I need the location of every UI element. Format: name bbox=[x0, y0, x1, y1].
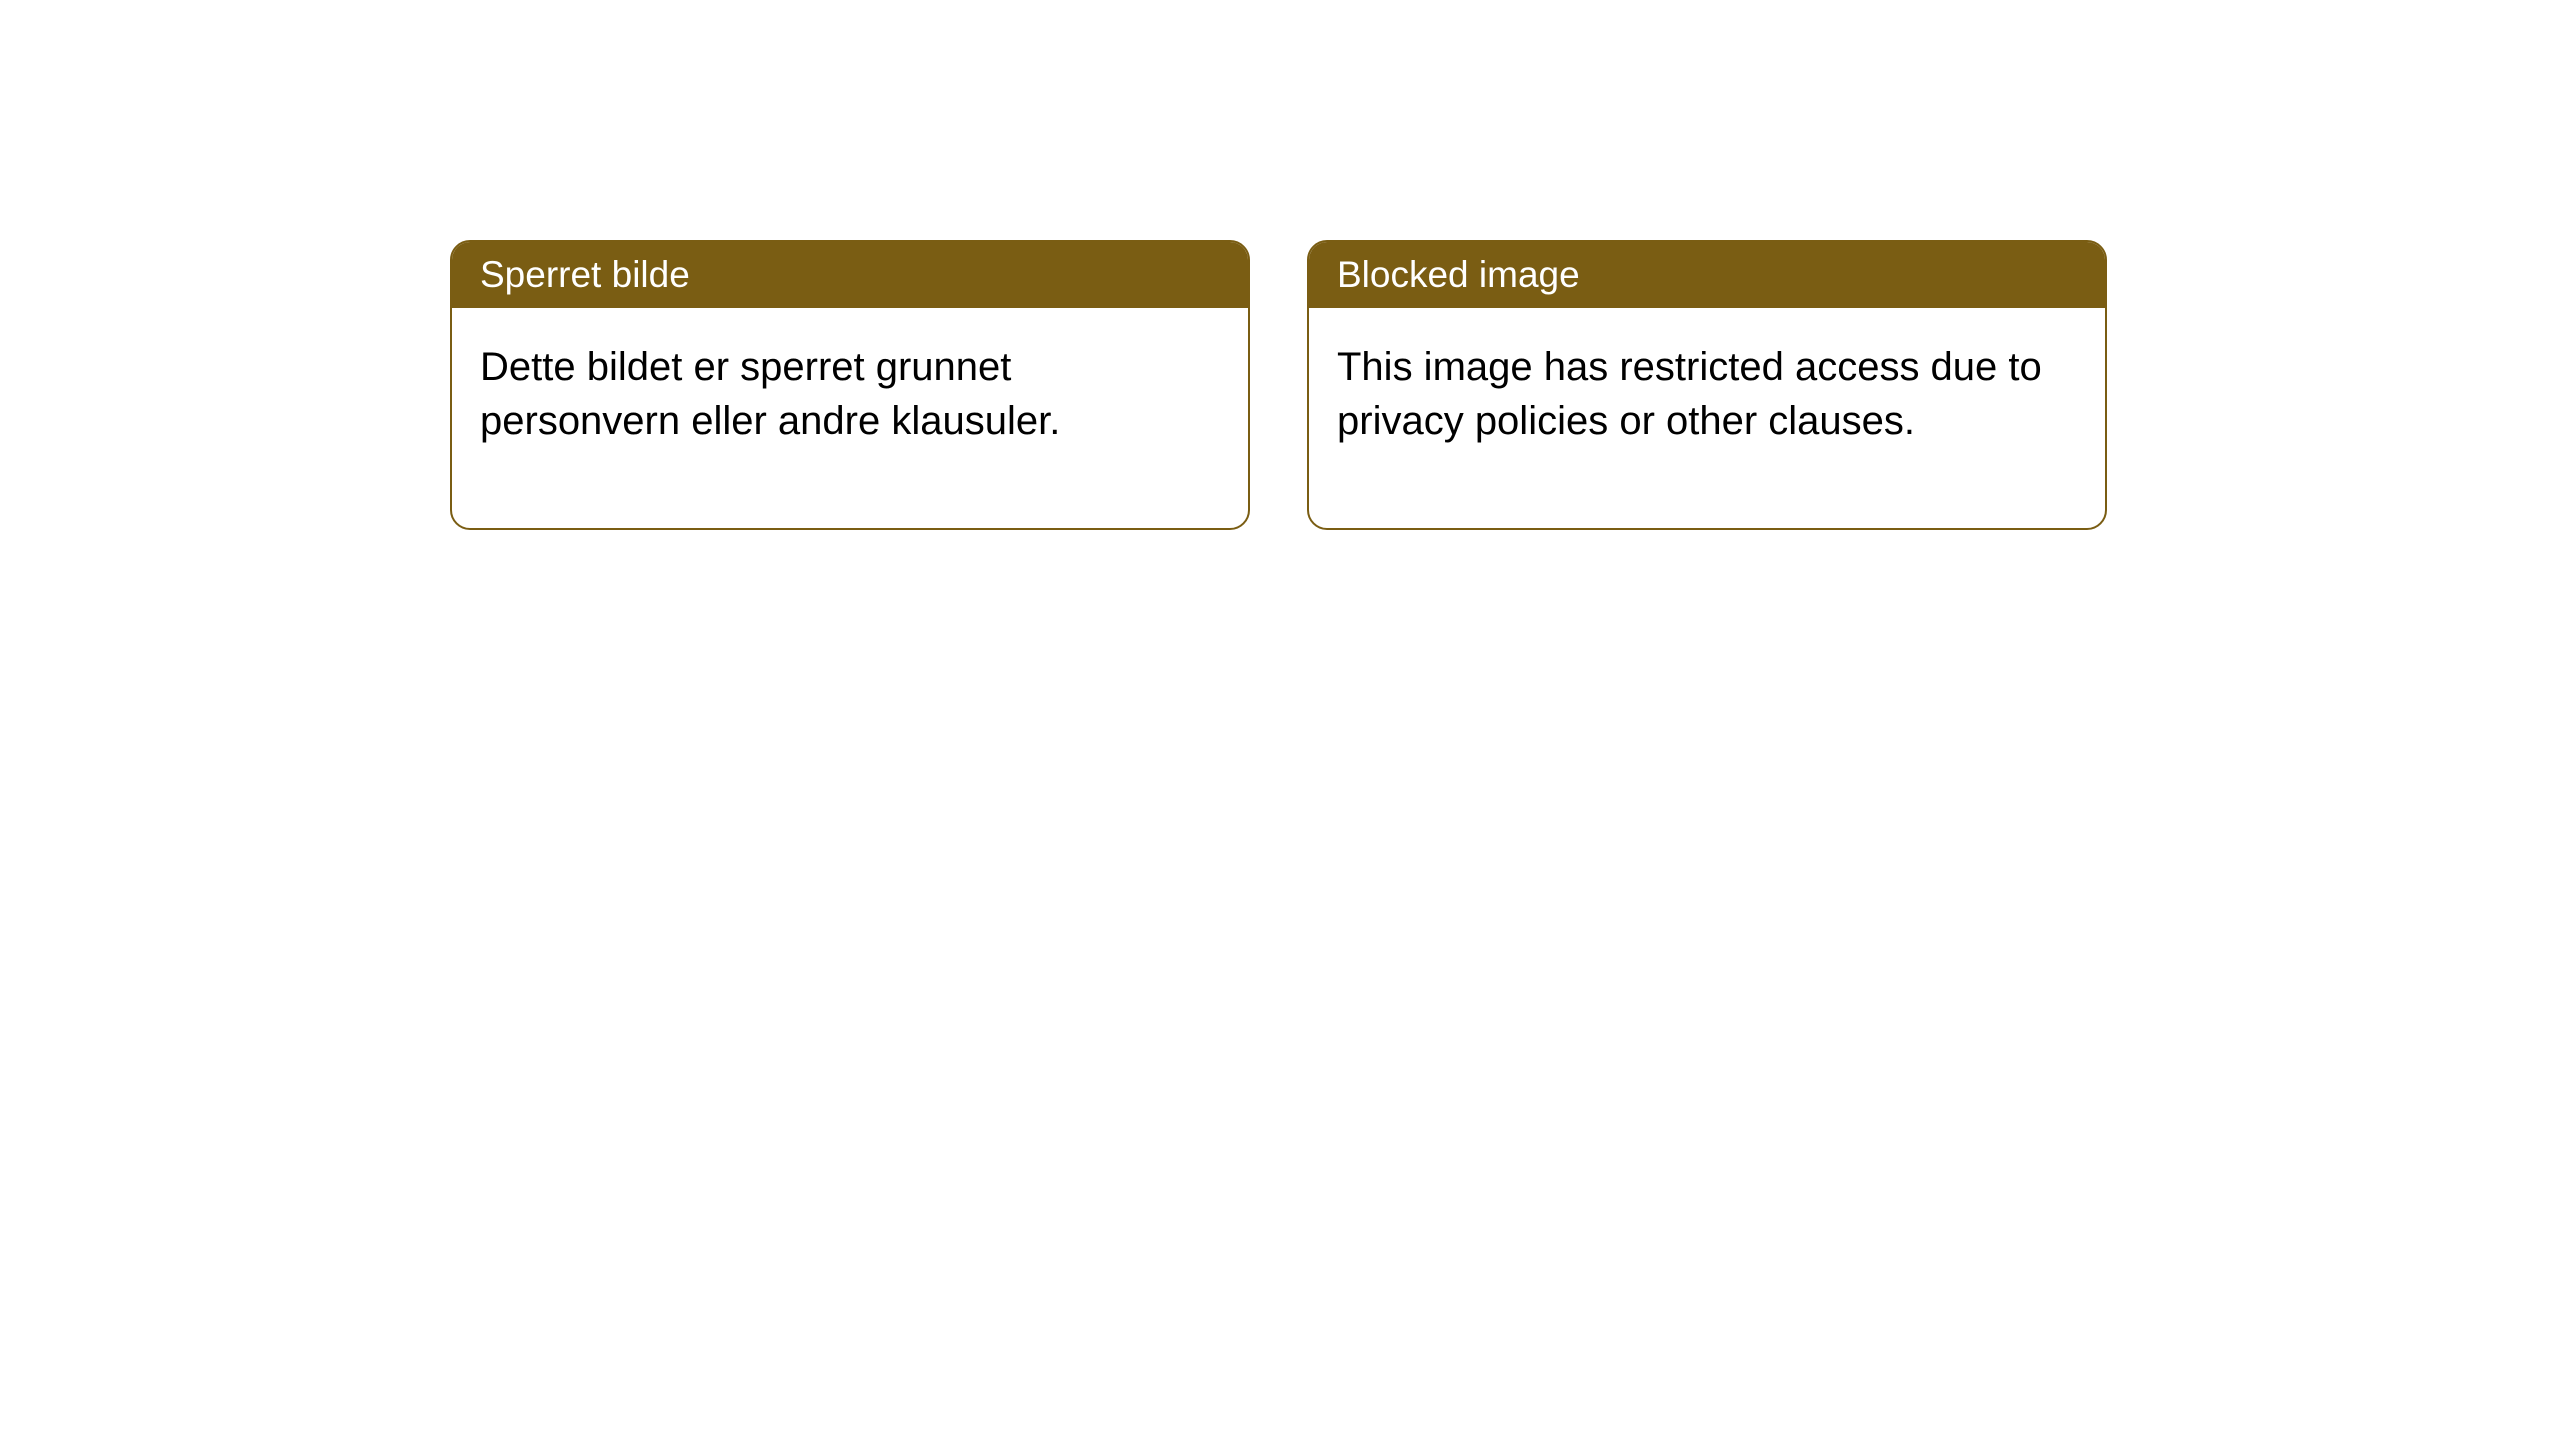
notice-body-norwegian: Dette bildet er sperret grunnet personve… bbox=[452, 308, 1248, 528]
notice-box-norwegian: Sperret bilde Dette bildet er sperret gr… bbox=[450, 240, 1250, 530]
notice-box-english: Blocked image This image has restricted … bbox=[1307, 240, 2107, 530]
notice-title-english: Blocked image bbox=[1337, 254, 1580, 295]
notice-title-norwegian: Sperret bilde bbox=[480, 254, 690, 295]
notice-body-english: This image has restricted access due to … bbox=[1309, 308, 2105, 528]
notice-text-norwegian: Dette bildet er sperret grunnet personve… bbox=[480, 345, 1060, 443]
notice-container: Sperret bilde Dette bildet er sperret gr… bbox=[450, 240, 2107, 530]
notice-header-english: Blocked image bbox=[1309, 242, 2105, 308]
notice-header-norwegian: Sperret bilde bbox=[452, 242, 1248, 308]
notice-text-english: This image has restricted access due to … bbox=[1337, 345, 2042, 443]
